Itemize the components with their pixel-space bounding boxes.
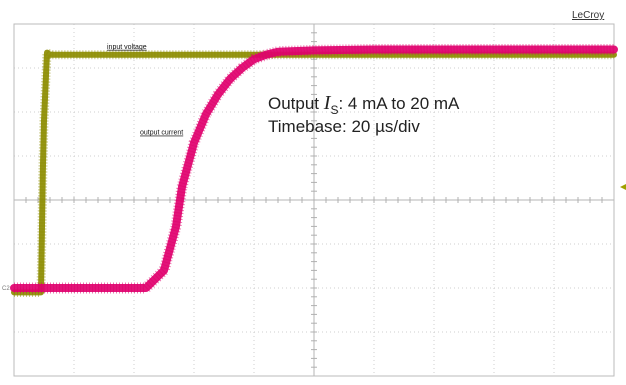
trigger-marker-icon	[620, 184, 626, 190]
brand-label: LeCroy	[572, 10, 604, 21]
annotation-symbol: I	[323, 92, 332, 114]
series-label-output-current: output current	[140, 130, 183, 137]
annotation-subscript: S	[330, 103, 338, 117]
channel-marker: C2	[2, 286, 10, 292]
plot-frame	[13, 23, 615, 377]
trace-labels: input voltage output current	[107, 44, 183, 137]
traces	[10, 43, 618, 297]
annotation-prefix: Output	[268, 94, 324, 113]
annotation-line-2: Timebase: 20 µs/div	[268, 117, 420, 136]
graticule	[13, 23, 615, 377]
annotation-line-1: Output IS: 4 mA to 20 mA	[268, 92, 460, 117]
series-line-output-current	[10, 45, 618, 292]
series-label-input-voltage: input voltage	[107, 44, 147, 51]
annotation-suffix: : 4 mA to 20 mA	[338, 94, 460, 113]
